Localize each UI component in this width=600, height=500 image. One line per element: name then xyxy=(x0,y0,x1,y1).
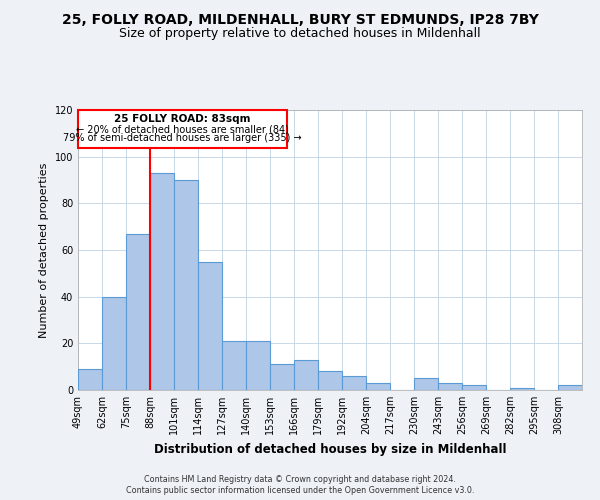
Text: ← 20% of detached houses are smaller (84): ← 20% of detached houses are smaller (84… xyxy=(76,124,289,134)
Bar xyxy=(438,383,462,390)
Bar xyxy=(558,386,582,390)
Y-axis label: Number of detached properties: Number of detached properties xyxy=(39,162,49,338)
Text: Contains public sector information licensed under the Open Government Licence v3: Contains public sector information licen… xyxy=(126,486,474,495)
Bar xyxy=(150,173,174,390)
Text: 25, FOLLY ROAD, MILDENHALL, BURY ST EDMUNDS, IP28 7BY: 25, FOLLY ROAD, MILDENHALL, BURY ST EDMU… xyxy=(62,12,538,26)
Bar xyxy=(462,386,486,390)
Text: Contains HM Land Registry data © Crown copyright and database right 2024.: Contains HM Land Registry data © Crown c… xyxy=(144,475,456,484)
Bar xyxy=(294,360,318,390)
Bar xyxy=(414,378,438,390)
Bar xyxy=(270,364,294,390)
X-axis label: Distribution of detached houses by size in Mildenhall: Distribution of detached houses by size … xyxy=(154,442,506,456)
Text: 79% of semi-detached houses are larger (335) →: 79% of semi-detached houses are larger (… xyxy=(63,134,302,143)
FancyBboxPatch shape xyxy=(78,110,287,148)
Bar xyxy=(126,234,150,390)
Bar xyxy=(318,372,342,390)
Bar xyxy=(246,341,270,390)
Text: Size of property relative to detached houses in Mildenhall: Size of property relative to detached ho… xyxy=(119,28,481,40)
Bar xyxy=(78,369,102,390)
Bar xyxy=(102,296,126,390)
Bar xyxy=(174,180,198,390)
Bar xyxy=(342,376,366,390)
Text: 25 FOLLY ROAD: 83sqm: 25 FOLLY ROAD: 83sqm xyxy=(114,114,251,124)
Bar xyxy=(198,262,222,390)
Bar xyxy=(510,388,534,390)
Bar xyxy=(366,383,390,390)
Bar xyxy=(222,341,246,390)
